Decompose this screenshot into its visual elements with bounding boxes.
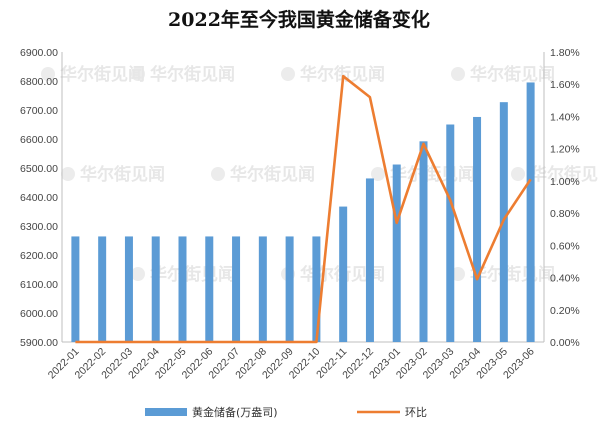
- left-tick-label: 5900.00: [20, 337, 58, 349]
- legend: 黄金储备(万盎司) 环比: [145, 405, 427, 419]
- right-tick-label: 1.40%: [550, 111, 580, 123]
- watermark-text: 华尔街见闻: [230, 164, 315, 185]
- bar: [151, 236, 160, 342]
- legend-label-line: 环比: [405, 406, 427, 419]
- watermark-layer: 华尔街见闻华尔街见闻华尔街见闻华尔街见闻华尔街见闻华尔街见闻华尔街见闻华尔街见闻…: [41, 64, 598, 285]
- bar: [473, 116, 482, 343]
- bar-series: [71, 82, 535, 343]
- watermark-text: 华尔街见闻: [390, 164, 475, 185]
- bar: [526, 82, 535, 342]
- right-tick-label: 0.40%: [550, 273, 580, 285]
- bar: [312, 236, 321, 342]
- watermark-logo: [131, 267, 145, 281]
- bar: [71, 236, 80, 342]
- watermark-text: 华尔街见闻: [530, 164, 598, 185]
- chart-title: 2022年至今我国黄金储备变化: [168, 8, 430, 31]
- watermark-logo: [371, 167, 385, 181]
- left-tick-label: 6300.00: [20, 221, 58, 233]
- watermark-logo: [511, 167, 525, 181]
- watermark-logo: [451, 267, 465, 281]
- legend-label-bar: 黄金储备(万盎司): [192, 405, 278, 419]
- bar: [98, 236, 107, 342]
- right-axis-ticks: 0.00% 0.20% 0.40% 0.60% 0.80% 1.00% 1.20% 1.40%…: [550, 47, 580, 349]
- axes: [61, 52, 545, 343]
- series-line-mom: [75, 74, 532, 344]
- watermark-text: 华尔街见闻: [60, 64, 145, 85]
- right-tick-label: 1.60%: [550, 79, 580, 91]
- watermark-text: 华尔街见闻: [150, 264, 235, 285]
- left-tick-label: 6400.00: [20, 192, 58, 204]
- watermark-logo: [211, 167, 225, 181]
- bar: [232, 236, 241, 342]
- left-axis-ticks: 5900.00 6000.00 6100.00 6200.00 6300.00 6400.…: [20, 47, 58, 349]
- bar: [124, 236, 133, 342]
- bar: [392, 164, 401, 342]
- right-tick-label: 0.00%: [550, 337, 580, 349]
- bar: [339, 206, 348, 342]
- left-tick-label: 6900.00: [20, 47, 58, 59]
- watermark-logo: [41, 67, 55, 81]
- right-tick-label: 0.60%: [550, 240, 580, 252]
- watermark-logo: [281, 67, 295, 81]
- watermark-text: 华尔街见闻: [150, 64, 235, 85]
- right-tick-label: 0.20%: [550, 305, 580, 317]
- bar: [205, 236, 214, 342]
- watermark-text: 华尔街见闻: [80, 164, 165, 185]
- left-tick-label: 6700.00: [20, 105, 58, 117]
- bar: [258, 236, 267, 342]
- line-series: [75, 74, 532, 344]
- left-tick-label: 6600.00: [20, 134, 58, 146]
- legend-swatch-bar: [145, 408, 187, 416]
- watermark-logo: [131, 67, 145, 81]
- right-tick-label: 0.80%: [550, 208, 580, 220]
- watermark-logo: [451, 67, 465, 81]
- bar: [419, 141, 428, 342]
- x-axis-ticks: 2022-012022-022022-032022-042022-052022-…: [46, 346, 537, 382]
- left-tick-label: 6200.00: [20, 250, 58, 262]
- bar: [365, 178, 374, 342]
- bar: [446, 124, 455, 342]
- left-tick-label: 6100.00: [20, 279, 58, 291]
- left-tick-label: 6000.00: [20, 308, 58, 320]
- bar: [178, 236, 187, 342]
- right-tick-label: 1.80%: [550, 47, 580, 59]
- right-tick-label: 1.00%: [550, 176, 580, 188]
- left-tick-label: 6800.00: [20, 76, 58, 88]
- bar: [285, 236, 294, 342]
- right-tick-label: 1.20%: [550, 144, 580, 156]
- watermark-logo: [61, 167, 75, 181]
- watermark-text: 华尔街见闻: [470, 64, 555, 85]
- watermark-text: 华尔街见闻: [300, 64, 385, 85]
- left-tick-label: 6500.00: [20, 163, 58, 175]
